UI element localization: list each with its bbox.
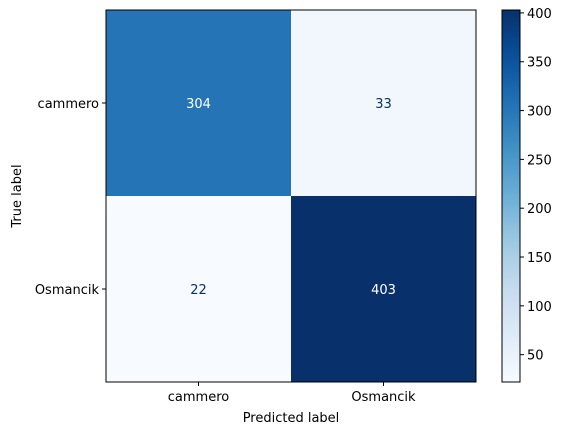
heatmap-cells: 304 33 22 403 [106, 10, 476, 382]
x-axis-title: Predicted label [243, 411, 340, 426]
heatmap-cell [106, 10, 291, 196]
heatmap-cell [291, 196, 476, 382]
cell-value-label: 403 [371, 283, 396, 298]
x-tick-label: Osmancik [351, 390, 416, 405]
heatmap-cell [291, 10, 476, 196]
colorbar-tick-label: 50 [527, 349, 544, 364]
cell-value-label: 304 [186, 97, 211, 112]
y-axis-title: True label [10, 164, 25, 228]
colorbar-tick-label: 350 [527, 56, 552, 71]
x-tick-label: cammero [168, 390, 229, 405]
plot-frame [105, 9, 477, 383]
colorbar-tick-label: 200 [527, 202, 552, 217]
colorbar-ticks: 50 100 150 200 250 300 350 400 [520, 7, 552, 364]
y-tick-label: cammero [38, 97, 99, 112]
x-axis-ticks: cammero Osmancik [168, 382, 416, 405]
heatmap-cell [106, 196, 291, 382]
colorbar-tick-label: 400 [527, 7, 552, 22]
cell-value-label: 22 [190, 283, 207, 298]
colorbar [501, 9, 521, 383]
y-axis-ticks: cammero Osmancik [35, 97, 106, 298]
cell-value-label: 33 [375, 97, 392, 112]
colorbar-tick-label: 100 [527, 300, 552, 315]
y-tick-label: Osmancik [35, 283, 100, 298]
colorbar-tick-label: 300 [527, 105, 552, 120]
colorbar-tick-label: 150 [527, 251, 552, 266]
colorbar-tick-label: 250 [527, 153, 552, 168]
